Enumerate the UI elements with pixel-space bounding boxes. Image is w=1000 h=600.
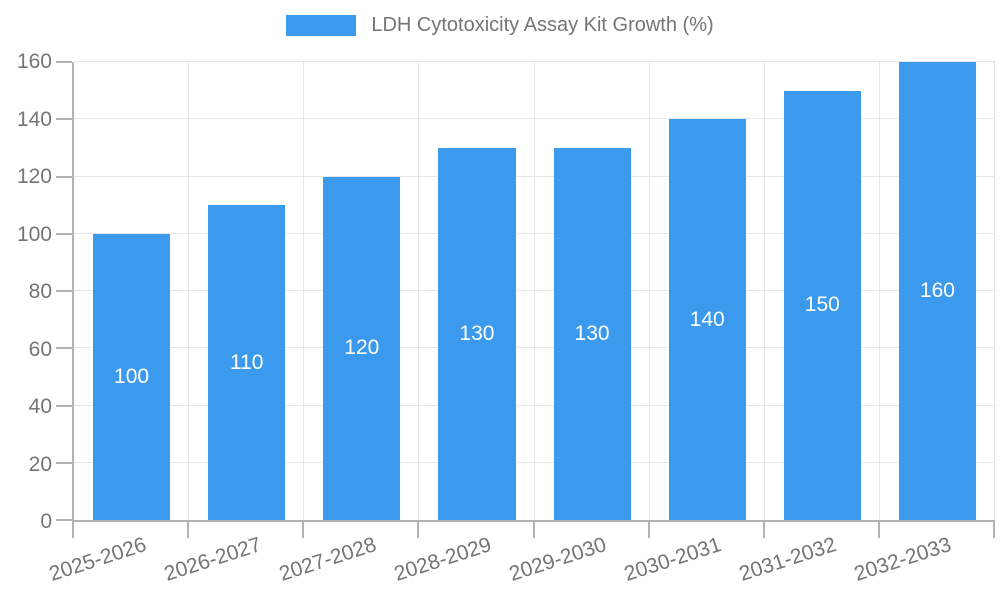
bar-slot: 110 [189,62,304,520]
y-axis-labels: 0 20 40 60 80 100 120 140 160 [0,50,52,533]
bar-value-label: 130 [459,321,495,345]
x-tick-mark [532,522,535,538]
h-gridline [74,404,995,406]
x-tick-mark [762,522,765,538]
y-tick-label: 80 [28,280,52,303]
bar[interactable]: 140 [668,119,746,520]
v-gridline [418,62,420,520]
v-gridline [648,62,650,520]
v-gridline [533,62,535,520]
y-tick-mark [56,175,72,178]
bar[interactable]: 130 [438,147,516,520]
bar[interactable]: 110 [208,205,286,520]
bar-value-label: 130 [574,321,610,345]
y-tick-mark [56,118,72,121]
y-tick-label: 140 [16,107,52,131]
h-gridline [74,290,995,291]
x-tick-mark [647,522,650,538]
y-tick-mark [56,232,72,235]
bar[interactable]: 100 [93,233,171,520]
y-tick-label: 40 [28,395,52,418]
x-tick-mark [187,522,190,538]
bar-slot: 120 [304,62,419,520]
y-tick-mark [56,461,72,464]
h-gridline [74,461,995,463]
bar-value-label: 100 [114,364,150,388]
y-tick-label: 0 [40,510,52,533]
v-gridline [878,62,880,520]
plot-area: 100 110 120 130 130 140 150 160 [72,61,995,522]
gridlines [74,61,995,520]
legend[interactable]: LDH Cytotoxicity Assay Kit Growth (%) [0,14,1000,37]
h-gridline [74,175,995,177]
x-tick-mark [302,522,305,538]
x-tick-mark [72,522,74,538]
h-gridline [74,232,995,234]
y-tick-label: 160 [16,50,52,73]
bar-slot: 100 [74,62,189,520]
y-tick-label: 60 [28,337,52,361]
bar[interactable]: 120 [323,176,401,520]
bar-slot: 150 [765,62,880,520]
h-gridline [74,61,995,62]
bar-value-label: 150 [804,293,840,317]
v-gridline [763,62,765,520]
y-tick-mark [56,290,72,292]
x-tick-mark [993,522,995,538]
legend-label: LDH Cytotoxicity Assay Kit Growth (%) [371,14,714,36]
bar-value-label: 160 [919,279,955,302]
y-tick-label: 20 [28,452,52,476]
x-tick-mark [417,522,420,538]
legend-swatch-icon [286,15,357,36]
bar[interactable]: 130 [553,147,631,520]
x-tick-mark [877,522,880,538]
v-gridline [188,62,190,520]
bar-slot: 130 [419,62,534,520]
v-gridline [303,62,305,520]
bar-value-label: 140 [689,307,725,331]
bar-slot: 130 [535,62,650,520]
y-tick-mark [56,404,72,407]
bar-slot: 140 [650,62,765,520]
y-tick-mark [56,519,72,521]
bar[interactable]: 160 [898,62,976,520]
bar[interactable]: 150 [783,90,861,520]
bar-value-label: 120 [344,336,380,360]
y-tick-mark [56,61,72,63]
y-tick-label: 120 [16,165,52,188]
bar-series: 100 110 120 130 130 140 150 160 [74,62,995,520]
bar-value-label: 110 [229,350,264,374]
y-tick-mark [56,347,72,350]
h-gridline [74,347,995,349]
v-gridline [994,62,995,520]
y-tick-label: 100 [16,222,52,246]
h-gridline [74,118,995,120]
bar-slot: 160 [880,62,995,520]
